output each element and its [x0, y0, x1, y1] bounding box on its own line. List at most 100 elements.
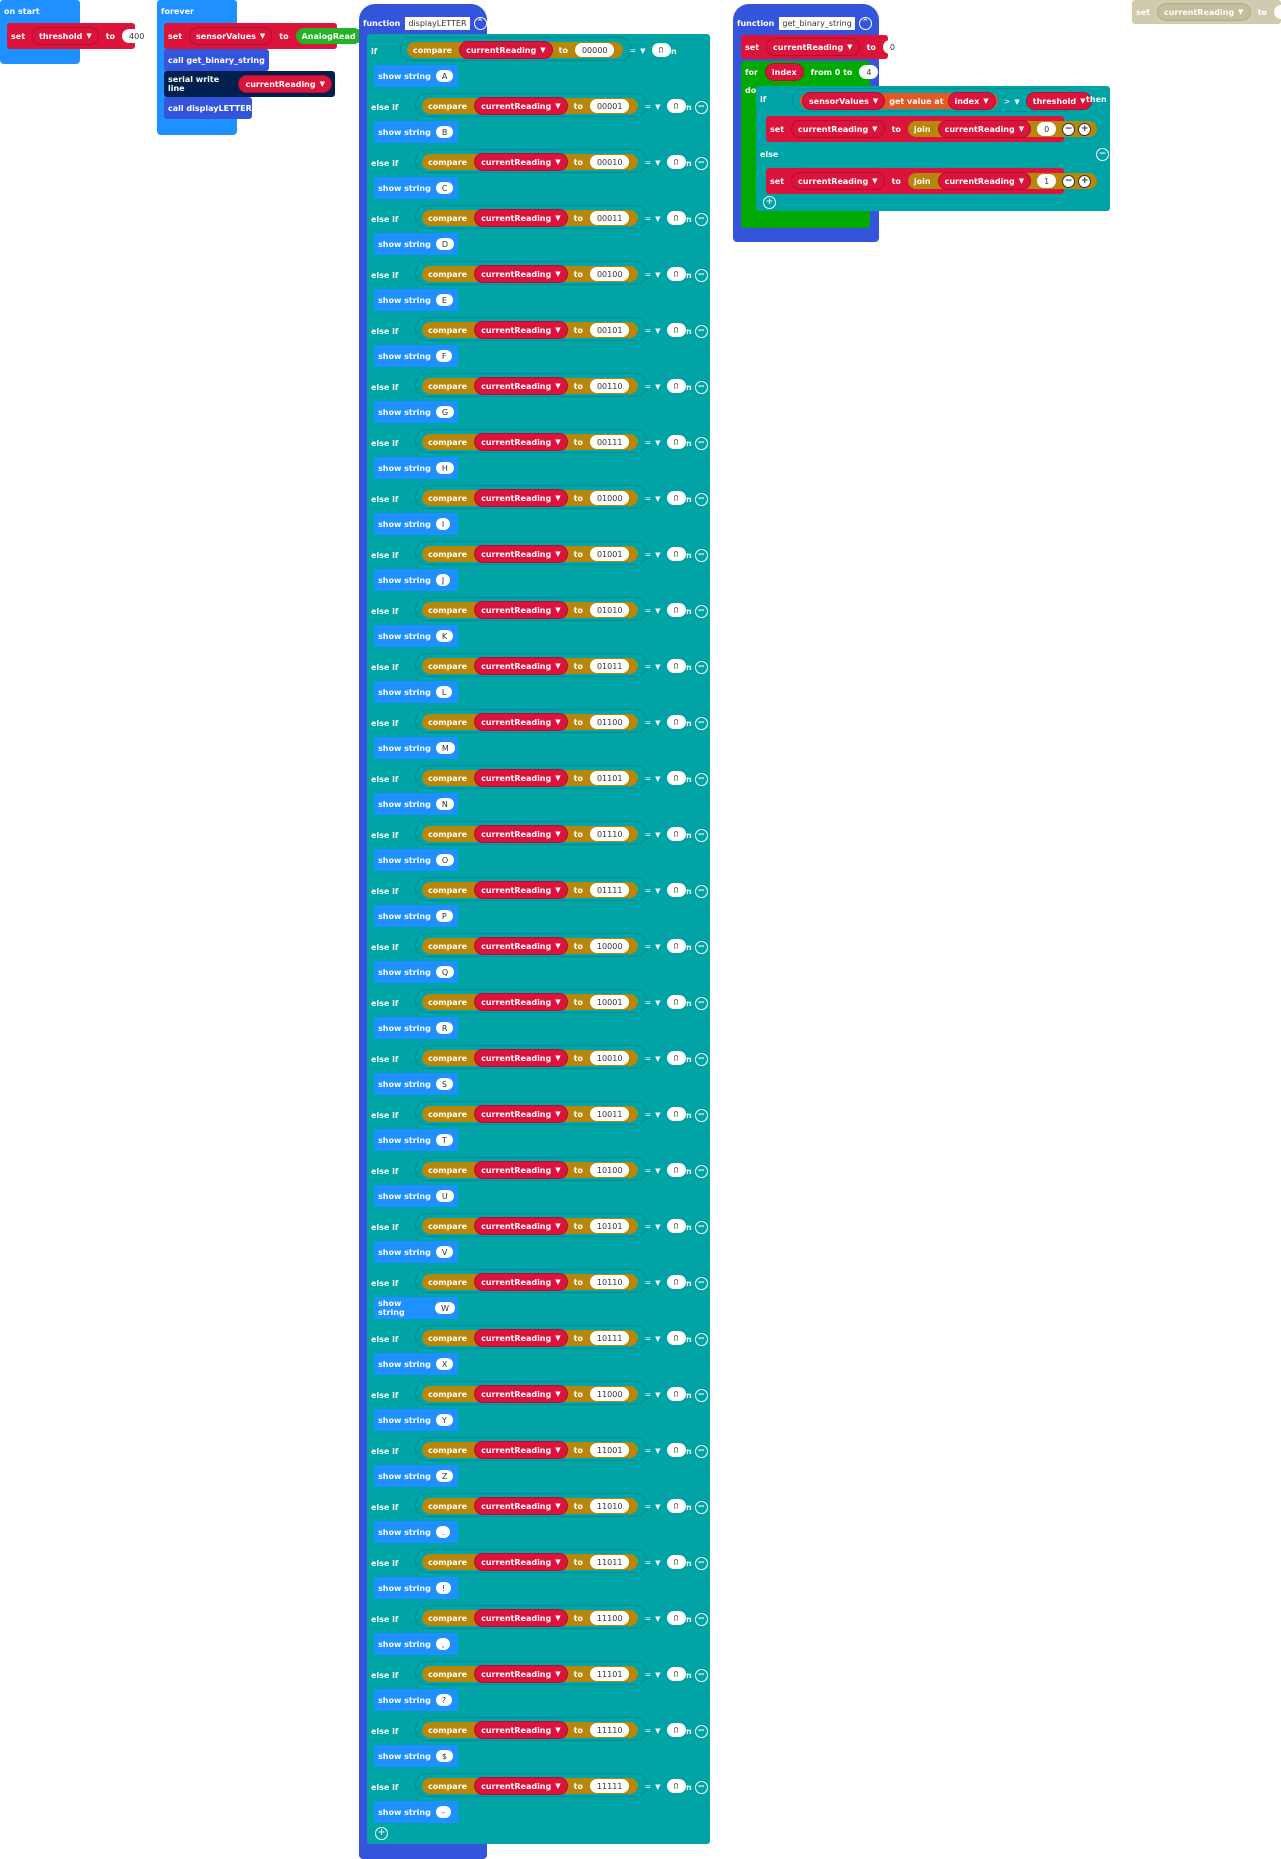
- remove-icon[interactable]: −: [1062, 122, 1076, 136]
- compare-condition[interactable]: compare currentReading ▼ to 11010 = ▼ 0: [415, 1493, 686, 1517]
- binary-code-input[interactable]: 10110: [589, 1275, 630, 1289]
- operator-dropdown[interactable]: = ▼: [644, 1110, 660, 1119]
- letter-input[interactable]: F: [435, 350, 453, 362]
- show-string-block[interactable]: show string I: [374, 513, 458, 535]
- currentreading-variable-dropdown[interactable]: currentReading ▼: [474, 1273, 568, 1291]
- currentreading-variable-dropdown[interactable]: currentReading ▼: [474, 1049, 568, 1067]
- compare-condition[interactable]: compare currentReading ▼ to 00111 = ▼ 0: [415, 429, 686, 453]
- compare-condition[interactable]: compare currentReading ▼ to 10111 = ▼ 0: [415, 1325, 686, 1349]
- currentreading-variable-dropdown[interactable]: currentReading ▼: [474, 881, 568, 899]
- operator-dropdown[interactable]: = ▼: [644, 438, 660, 447]
- compare-condition[interactable]: compare currentReading ▼ to 01001 = ▼ 0: [415, 541, 686, 565]
- compare-block[interactable]: compare currentReading ▼ to 01000: [422, 489, 639, 507]
- compare-result-input[interactable]: 0: [666, 1779, 686, 1793]
- compare-block[interactable]: compare currentReading ▼ to 11101: [422, 1665, 639, 1683]
- letter-input[interactable]: Y: [435, 1414, 453, 1426]
- remove-branch-icon[interactable]: −: [694, 380, 708, 394]
- remove-branch-icon[interactable]: −: [694, 492, 708, 506]
- binary-code-input[interactable]: 01101: [589, 771, 630, 785]
- operator-dropdown[interactable]: = ▼: [644, 1446, 660, 1455]
- currentreading-variable-dropdown[interactable]: currentReading ▼: [474, 1609, 568, 1627]
- letter-input[interactable]: !: [435, 1582, 452, 1594]
- letter-input[interactable]: P: [435, 910, 453, 922]
- binary-code-input[interactable]: 11000: [589, 1387, 630, 1401]
- show-string-block[interactable]: show string Z: [374, 1465, 458, 1487]
- letter-input[interactable]: H: [435, 462, 454, 474]
- remove-branch-icon[interactable]: −: [694, 828, 708, 842]
- binary-code-input[interactable]: 10001: [589, 995, 630, 1009]
- currentreading-variable-dropdown[interactable]: currentReading ▼: [791, 120, 885, 138]
- compare-block[interactable]: compare currentReading ▼ to 00100: [422, 265, 639, 283]
- show-string-block[interactable]: show string $: [374, 1745, 458, 1767]
- remove-branch-icon[interactable]: −: [694, 1780, 708, 1794]
- letter-input[interactable]: $: [435, 1750, 453, 1762]
- join-block[interactable]: join currentReading ▼ 1 − +: [907, 172, 1098, 190]
- remove-branch-icon[interactable]: −: [694, 548, 708, 562]
- stray-set-block[interactable]: set currentReading▼ to "": [1132, 0, 1281, 24]
- currentreading-variable-dropdown[interactable]: currentReading ▼: [238, 75, 332, 93]
- compare-result-input[interactable]: 0: [666, 1051, 686, 1065]
- operator-dropdown[interactable]: = ▼: [644, 1166, 660, 1175]
- show-string-block[interactable]: show string B: [374, 121, 458, 143]
- binary-code-input[interactable]: 11110: [589, 1723, 630, 1737]
- show-string-block[interactable]: show string W: [374, 1297, 458, 1319]
- compare-result-input[interactable]: 0: [666, 1275, 686, 1289]
- operator-dropdown[interactable]: = ▼: [644, 326, 660, 335]
- operator-dropdown[interactable]: = ▼: [644, 1614, 660, 1623]
- binary-code-input[interactable]: 11111: [589, 1779, 630, 1793]
- init-value-input[interactable]: 0: [882, 40, 902, 54]
- compare-block[interactable]: compare currentReading ▼ to 11000: [422, 1385, 639, 1403]
- add-icon[interactable]: +: [1078, 122, 1092, 136]
- letter-input[interactable]: X: [435, 1358, 454, 1370]
- operator-dropdown[interactable]: = ▼: [644, 382, 660, 391]
- compare-condition[interactable]: compare currentReading ▼ to 00001 = ▼ 0: [415, 93, 686, 117]
- compare-result-input[interactable]: 0: [666, 1331, 686, 1345]
- currentreading-variable-dropdown[interactable]: currentReading ▼: [474, 489, 568, 507]
- add-icon[interactable]: +: [1078, 174, 1092, 188]
- currentreading-variable-dropdown[interactable]: currentReading ▼: [474, 601, 568, 619]
- compare-block[interactable]: compare currentReading ▼ to 00010: [422, 153, 639, 171]
- operator-dropdown[interactable]: = ▼: [644, 158, 660, 167]
- operator-dropdown[interactable]: = ▼: [644, 1502, 660, 1511]
- compare-result-input[interactable]: 0: [666, 267, 686, 281]
- compare-result-input[interactable]: 0: [666, 1163, 686, 1177]
- operator-dropdown[interactable]: = ▼: [644, 1334, 660, 1343]
- show-string-block[interactable]: show string Q: [374, 961, 458, 983]
- currentreading-variable-dropdown[interactable]: currentReading ▼: [474, 1721, 568, 1739]
- compare-condition[interactable]: compare currentReading ▼ to 10110 = ▼ 0: [415, 1269, 686, 1293]
- remove-branch-icon[interactable]: −: [694, 1108, 708, 1122]
- letter-input[interactable]: T: [435, 1134, 453, 1146]
- remove-branch-icon[interactable]: −: [694, 1052, 708, 1066]
- compare-result-input[interactable]: 0: [666, 1723, 686, 1737]
- sensorvalues-variable-dropdown[interactable]: sensorValues ▼: [189, 27, 273, 45]
- letter-input[interactable]: B: [435, 126, 454, 138]
- loop-end-input[interactable]: 4: [859, 65, 879, 79]
- operator-dropdown[interactable]: = ▼: [644, 1278, 660, 1287]
- show-string-block[interactable]: show string U: [374, 1185, 458, 1207]
- currentreading-variable-dropdown[interactable]: currentReading ▼: [937, 120, 1032, 138]
- show-string-block[interactable]: show string X: [374, 1353, 458, 1375]
- binary-code-input[interactable]: 10000: [589, 939, 630, 953]
- letter-input[interactable]: D: [435, 238, 454, 250]
- compare-block[interactable]: compare currentReading ▼ to 10111: [422, 1329, 639, 1347]
- currentreading-variable-dropdown[interactable]: currentReading ▼: [1157, 3, 1251, 21]
- letter-input[interactable]: M: [435, 742, 455, 754]
- operator-dropdown[interactable]: = ▼: [644, 942, 660, 951]
- compare-result-input[interactable]: 0: [666, 323, 686, 337]
- sensorvalues-variable-dropdown[interactable]: sensorValues ▼: [802, 92, 886, 110]
- letter-input[interactable]: -: [435, 1806, 451, 1818]
- binary-code-input[interactable]: 01001: [589, 547, 630, 561]
- operator-dropdown[interactable]: = ▼: [644, 774, 660, 783]
- currentreading-variable-dropdown[interactable]: currentReading ▼: [474, 97, 568, 115]
- letter-input[interactable]: A: [435, 70, 454, 82]
- compare-result-input[interactable]: 0: [666, 211, 686, 225]
- compare-result-input[interactable]: 0: [666, 1443, 686, 1457]
- operator-dropdown[interactable]: = ▼: [644, 494, 660, 503]
- comparison-block[interactable]: sensorValues ▼ get value at index ▼ > ▼ thr…: [792, 88, 1093, 112]
- compare-result-input[interactable]: 0: [666, 491, 686, 505]
- compare-condition[interactable]: compare currentReading ▼ to 01111 = ▼ 0: [415, 877, 686, 901]
- show-string-block[interactable]: show string A: [374, 65, 458, 87]
- binary-code-input[interactable]: 11101: [589, 1667, 630, 1681]
- compare-block[interactable]: compare currentReading ▼ to 10101: [422, 1217, 639, 1235]
- binary-code-input[interactable]: 10011: [589, 1107, 630, 1121]
